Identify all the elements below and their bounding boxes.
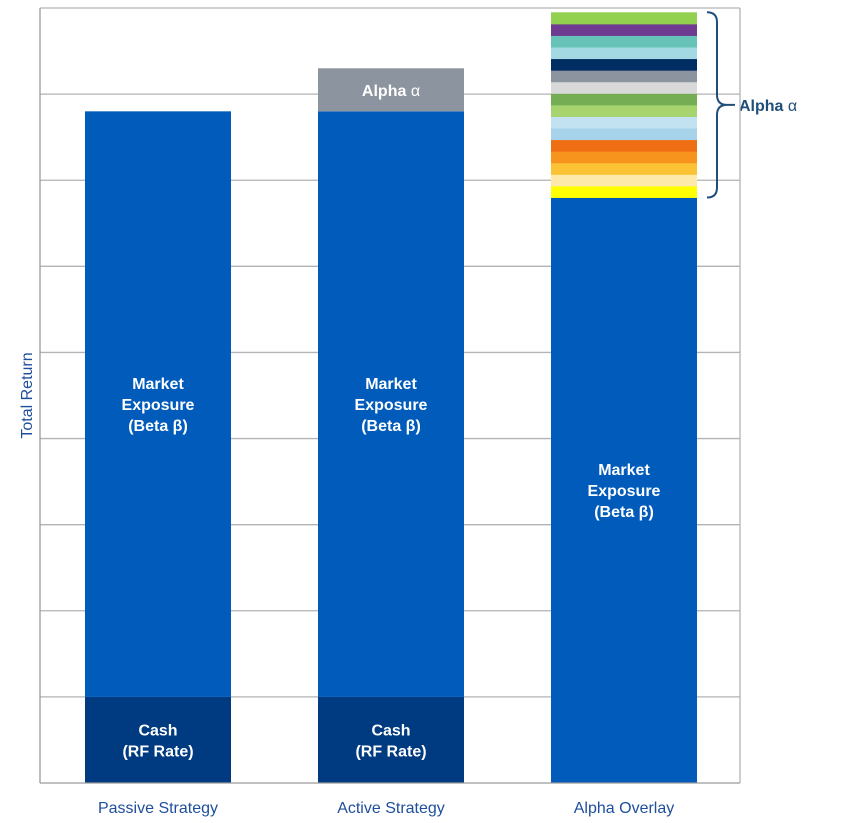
alpha-stripe [551, 128, 697, 140]
segment-label: Market [365, 376, 417, 393]
segment-label: (RF Rate) [122, 743, 193, 760]
alpha-stripe [551, 59, 697, 71]
segment-label: (Beta β) [361, 418, 421, 435]
segment-label: Market [132, 376, 184, 393]
segment-label: (RF Rate) [355, 743, 426, 760]
alpha-stripe [551, 151, 697, 163]
alpha-stripe [551, 70, 697, 82]
alpha-bracket [707, 12, 727, 197]
segment-label: Market [598, 462, 650, 479]
segment-label: (Beta β) [594, 504, 654, 521]
segment-label: Cash [371, 722, 410, 739]
x-tick-label: Active Strategy [337, 800, 445, 817]
alpha-stripe [551, 12, 697, 24]
alpha-stripe [551, 163, 697, 175]
bar-segment [85, 697, 231, 783]
segment-label: Exposure [588, 483, 661, 500]
alpha-stripe [551, 186, 697, 198]
alpha-stripe [551, 174, 697, 186]
alpha-annotation-label: Alpha α [739, 98, 797, 115]
bar-segment [318, 697, 464, 783]
alpha-stripe [551, 93, 697, 105]
alpha-stripe [551, 35, 697, 47]
segment-label: Alpha α [362, 83, 420, 100]
alpha-stripe [551, 24, 697, 36]
segment-label: Exposure [355, 397, 428, 414]
alpha-stripe [551, 47, 697, 59]
alpha-stripe [551, 140, 697, 152]
x-tick-label: Passive Strategy [98, 800, 218, 817]
segment-label: Exposure [122, 397, 195, 414]
segment-label: Cash [138, 722, 177, 739]
segment-label: (Beta β) [128, 418, 188, 435]
y-axis-label: Total Return [19, 352, 36, 438]
alpha-stripe [551, 116, 697, 128]
alpha-stripe [551, 105, 697, 117]
x-tick-label: Alpha Overlay [574, 800, 675, 817]
alpha-stripe [551, 82, 697, 94]
